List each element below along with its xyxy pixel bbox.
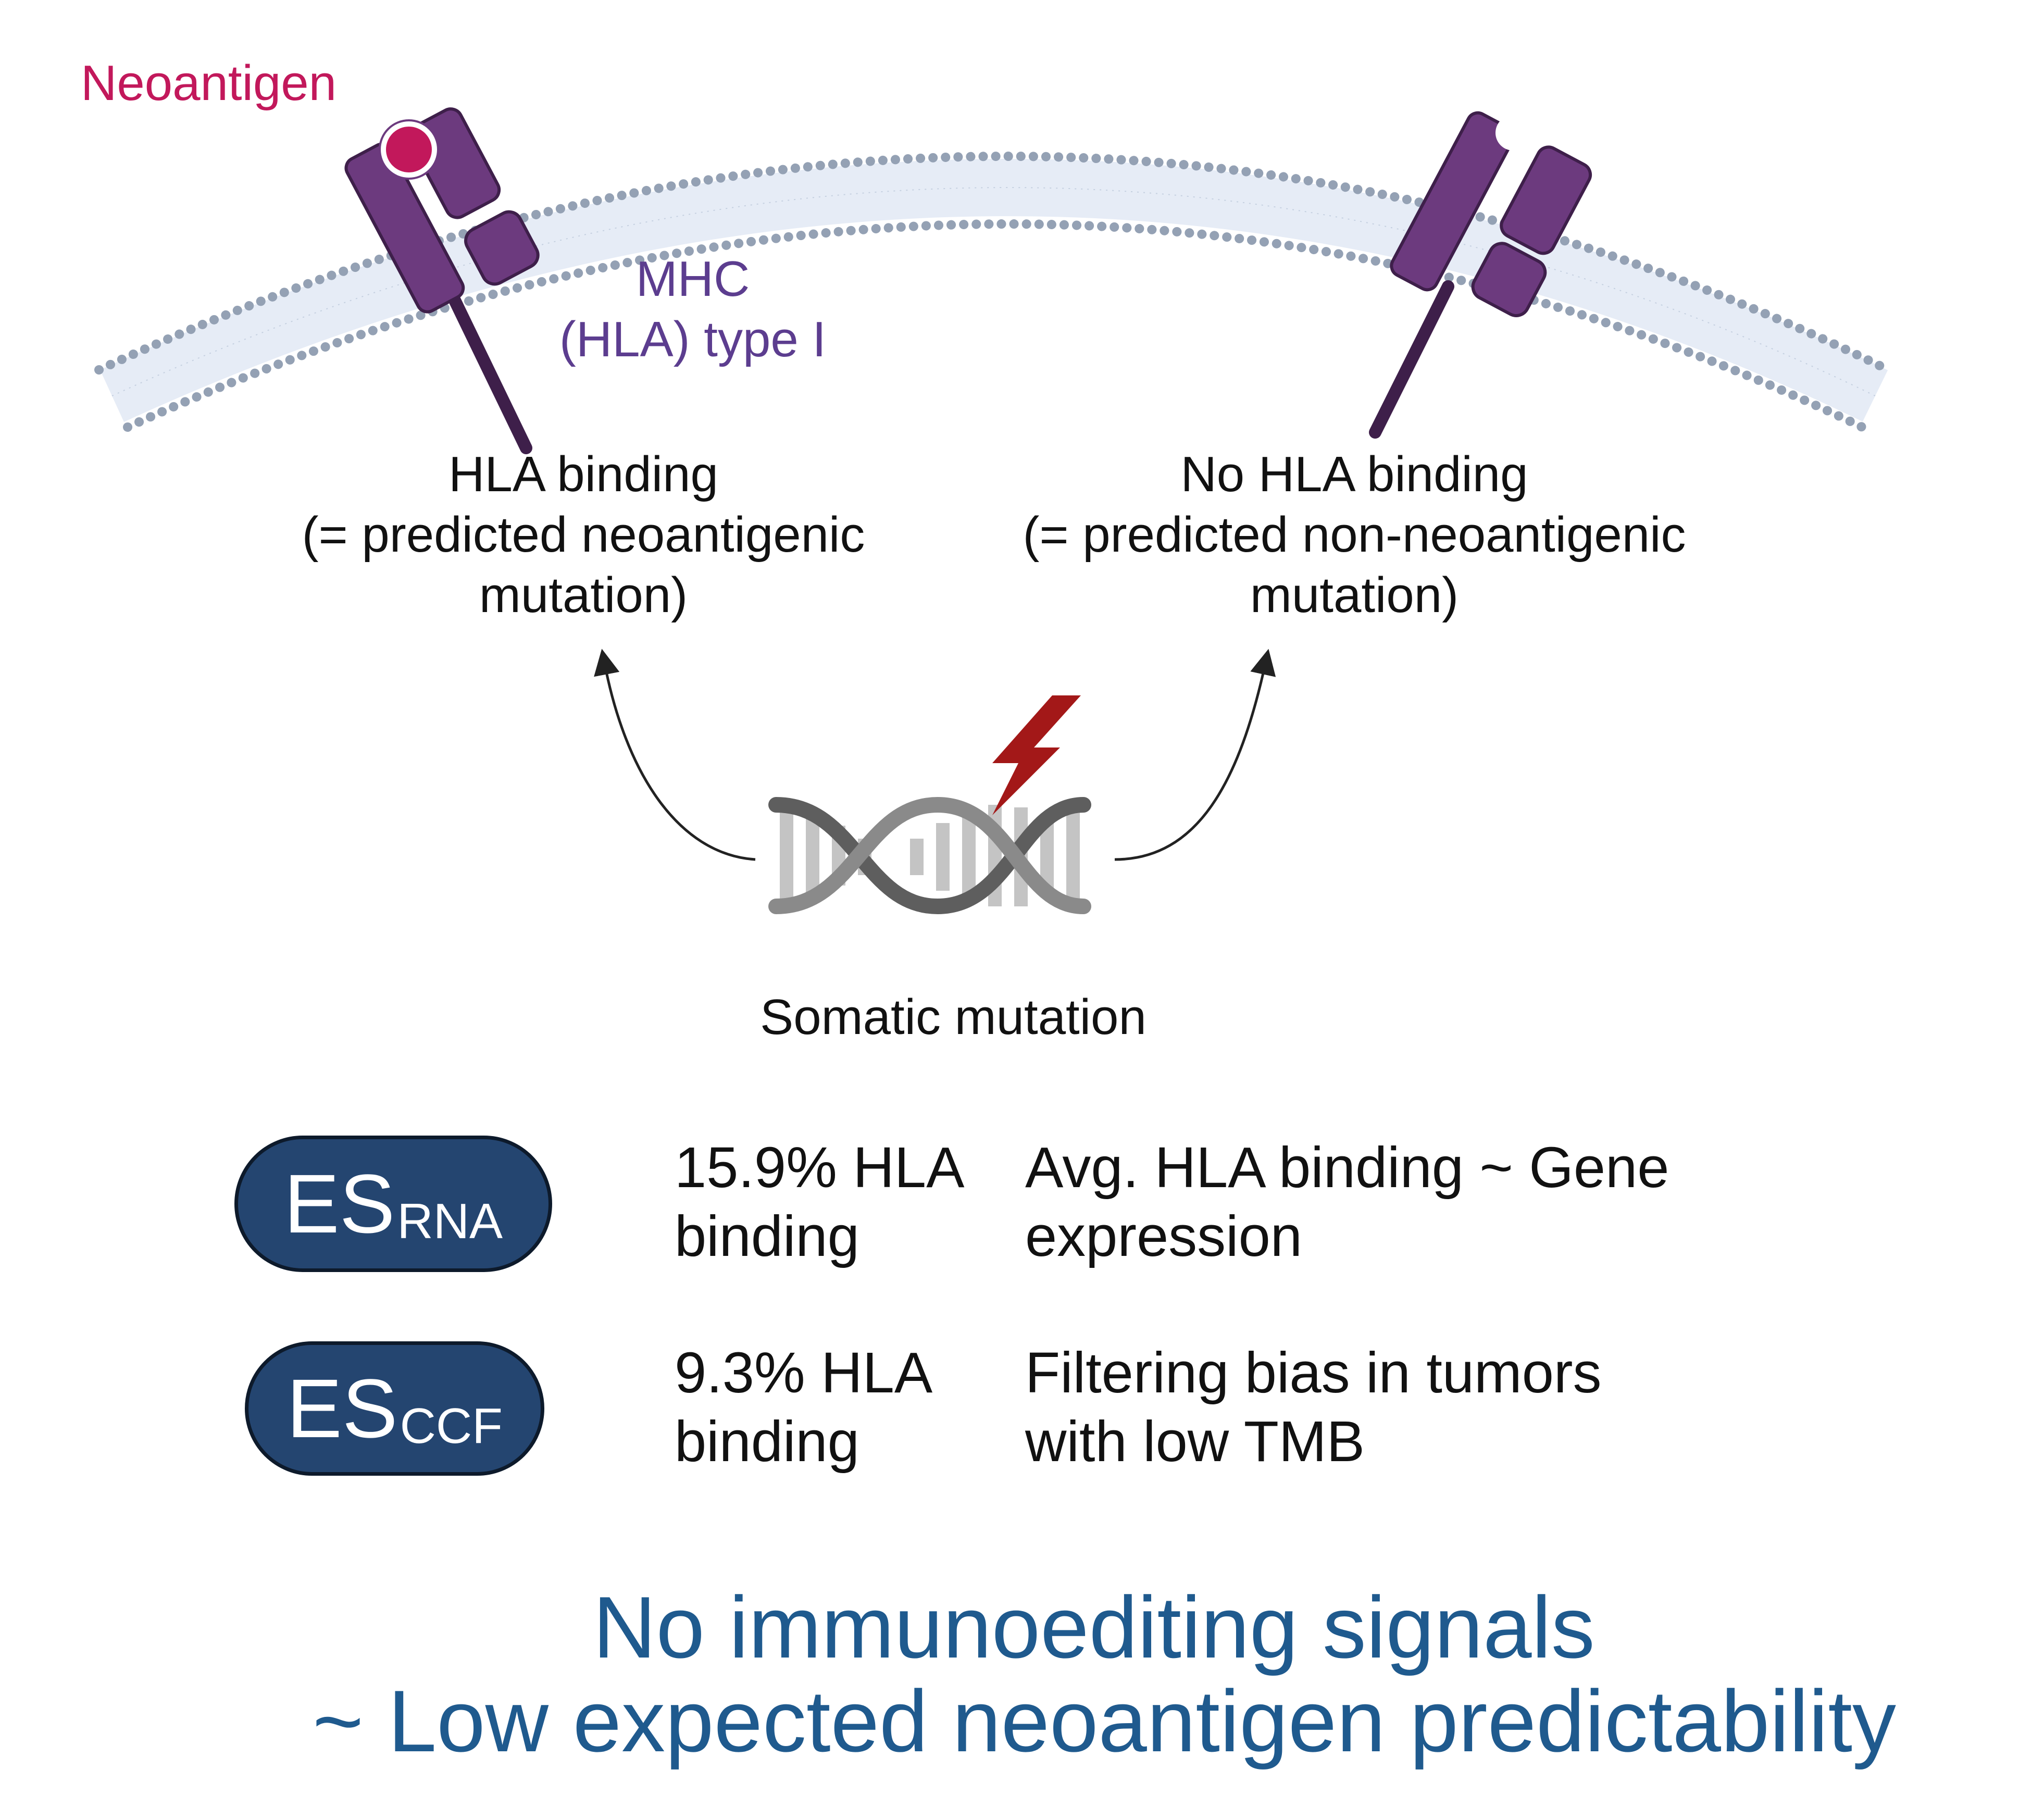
no-hla-binding-line1: No HLA binding — [1180, 446, 1528, 502]
es-rna-badge: ES RNA — [234, 1136, 552, 1272]
no-hla-binding-caption: No HLA binding (= predicted non-neoantig… — [964, 444, 1745, 626]
es-rna-badge-main: ES — [283, 1157, 395, 1250]
hla-binding-caption: HLA binding (= predicted neoantigenic mu… — [219, 444, 948, 626]
neoantigen-label: Neoantigen — [81, 55, 337, 111]
conclusion-line1: No immunoediting signals — [593, 1578, 1595, 1676]
es-rna-stat-line1: 15.9% HLA — [675, 1136, 965, 1200]
es-ccf-badge-main: ES — [286, 1362, 398, 1455]
es-rna-description: Avg. HLA binding ~ Gene expression — [1025, 1133, 1806, 1271]
cell-membrane-icon — [94, 152, 1893, 432]
arrow-icon — [594, 649, 756, 861]
dna-helix-icon — [768, 796, 1091, 915]
neoantigen-icon — [379, 119, 439, 180]
conclusion-line2: ~ Low expected neoantigen predictability — [312, 1672, 1897, 1770]
hla-binding-line3: mutation) — [479, 567, 688, 623]
mhc-label: MHC (HLA) type I — [469, 249, 917, 370]
mhc-label-line2: (HLA) type I — [559, 312, 827, 367]
es-rna-description-line1: Avg. HLA binding ~ Gene — [1025, 1136, 1669, 1200]
es-ccf-badge-sub: CCF — [400, 1398, 503, 1454]
es-ccf-description: Filtering bias in tumors with low TMB — [1025, 1339, 1806, 1476]
es-ccf-stat: 9.3% HLA binding — [675, 1339, 998, 1476]
mhc-receptor-icon — [1369, 111, 1592, 439]
es-rna-description-line2: expression — [1025, 1204, 1302, 1268]
es-rna-stat: 15.9% HLA binding — [675, 1133, 998, 1271]
lightning-icon — [992, 695, 1081, 815]
no-hla-binding-line3: mutation) — [1250, 567, 1459, 623]
arrow-icon — [1114, 649, 1276, 861]
somatic-mutation-label: Somatic mutation — [760, 989, 1146, 1045]
no-hla-binding-line2: (= predicted non-neoantigenic — [1023, 507, 1686, 563]
es-ccf-description-line2: with low TMB — [1025, 1410, 1365, 1474]
hla-binding-line2: (= predicted neoantigenic — [302, 507, 865, 563]
es-rna-stat-line2: binding — [675, 1204, 859, 1268]
es-rna-badge-sub: RNA — [397, 1193, 503, 1249]
es-ccf-stat-line2: binding — [675, 1410, 859, 1474]
es-ccf-stat-line1: 9.3% HLA — [675, 1341, 933, 1405]
hla-binding-line1: HLA binding — [448, 446, 718, 502]
es-ccf-description-line1: Filtering bias in tumors — [1025, 1341, 1602, 1405]
mhc-label-line1: MHC — [635, 251, 750, 307]
es-ccf-badge: ES CCF — [245, 1341, 544, 1476]
